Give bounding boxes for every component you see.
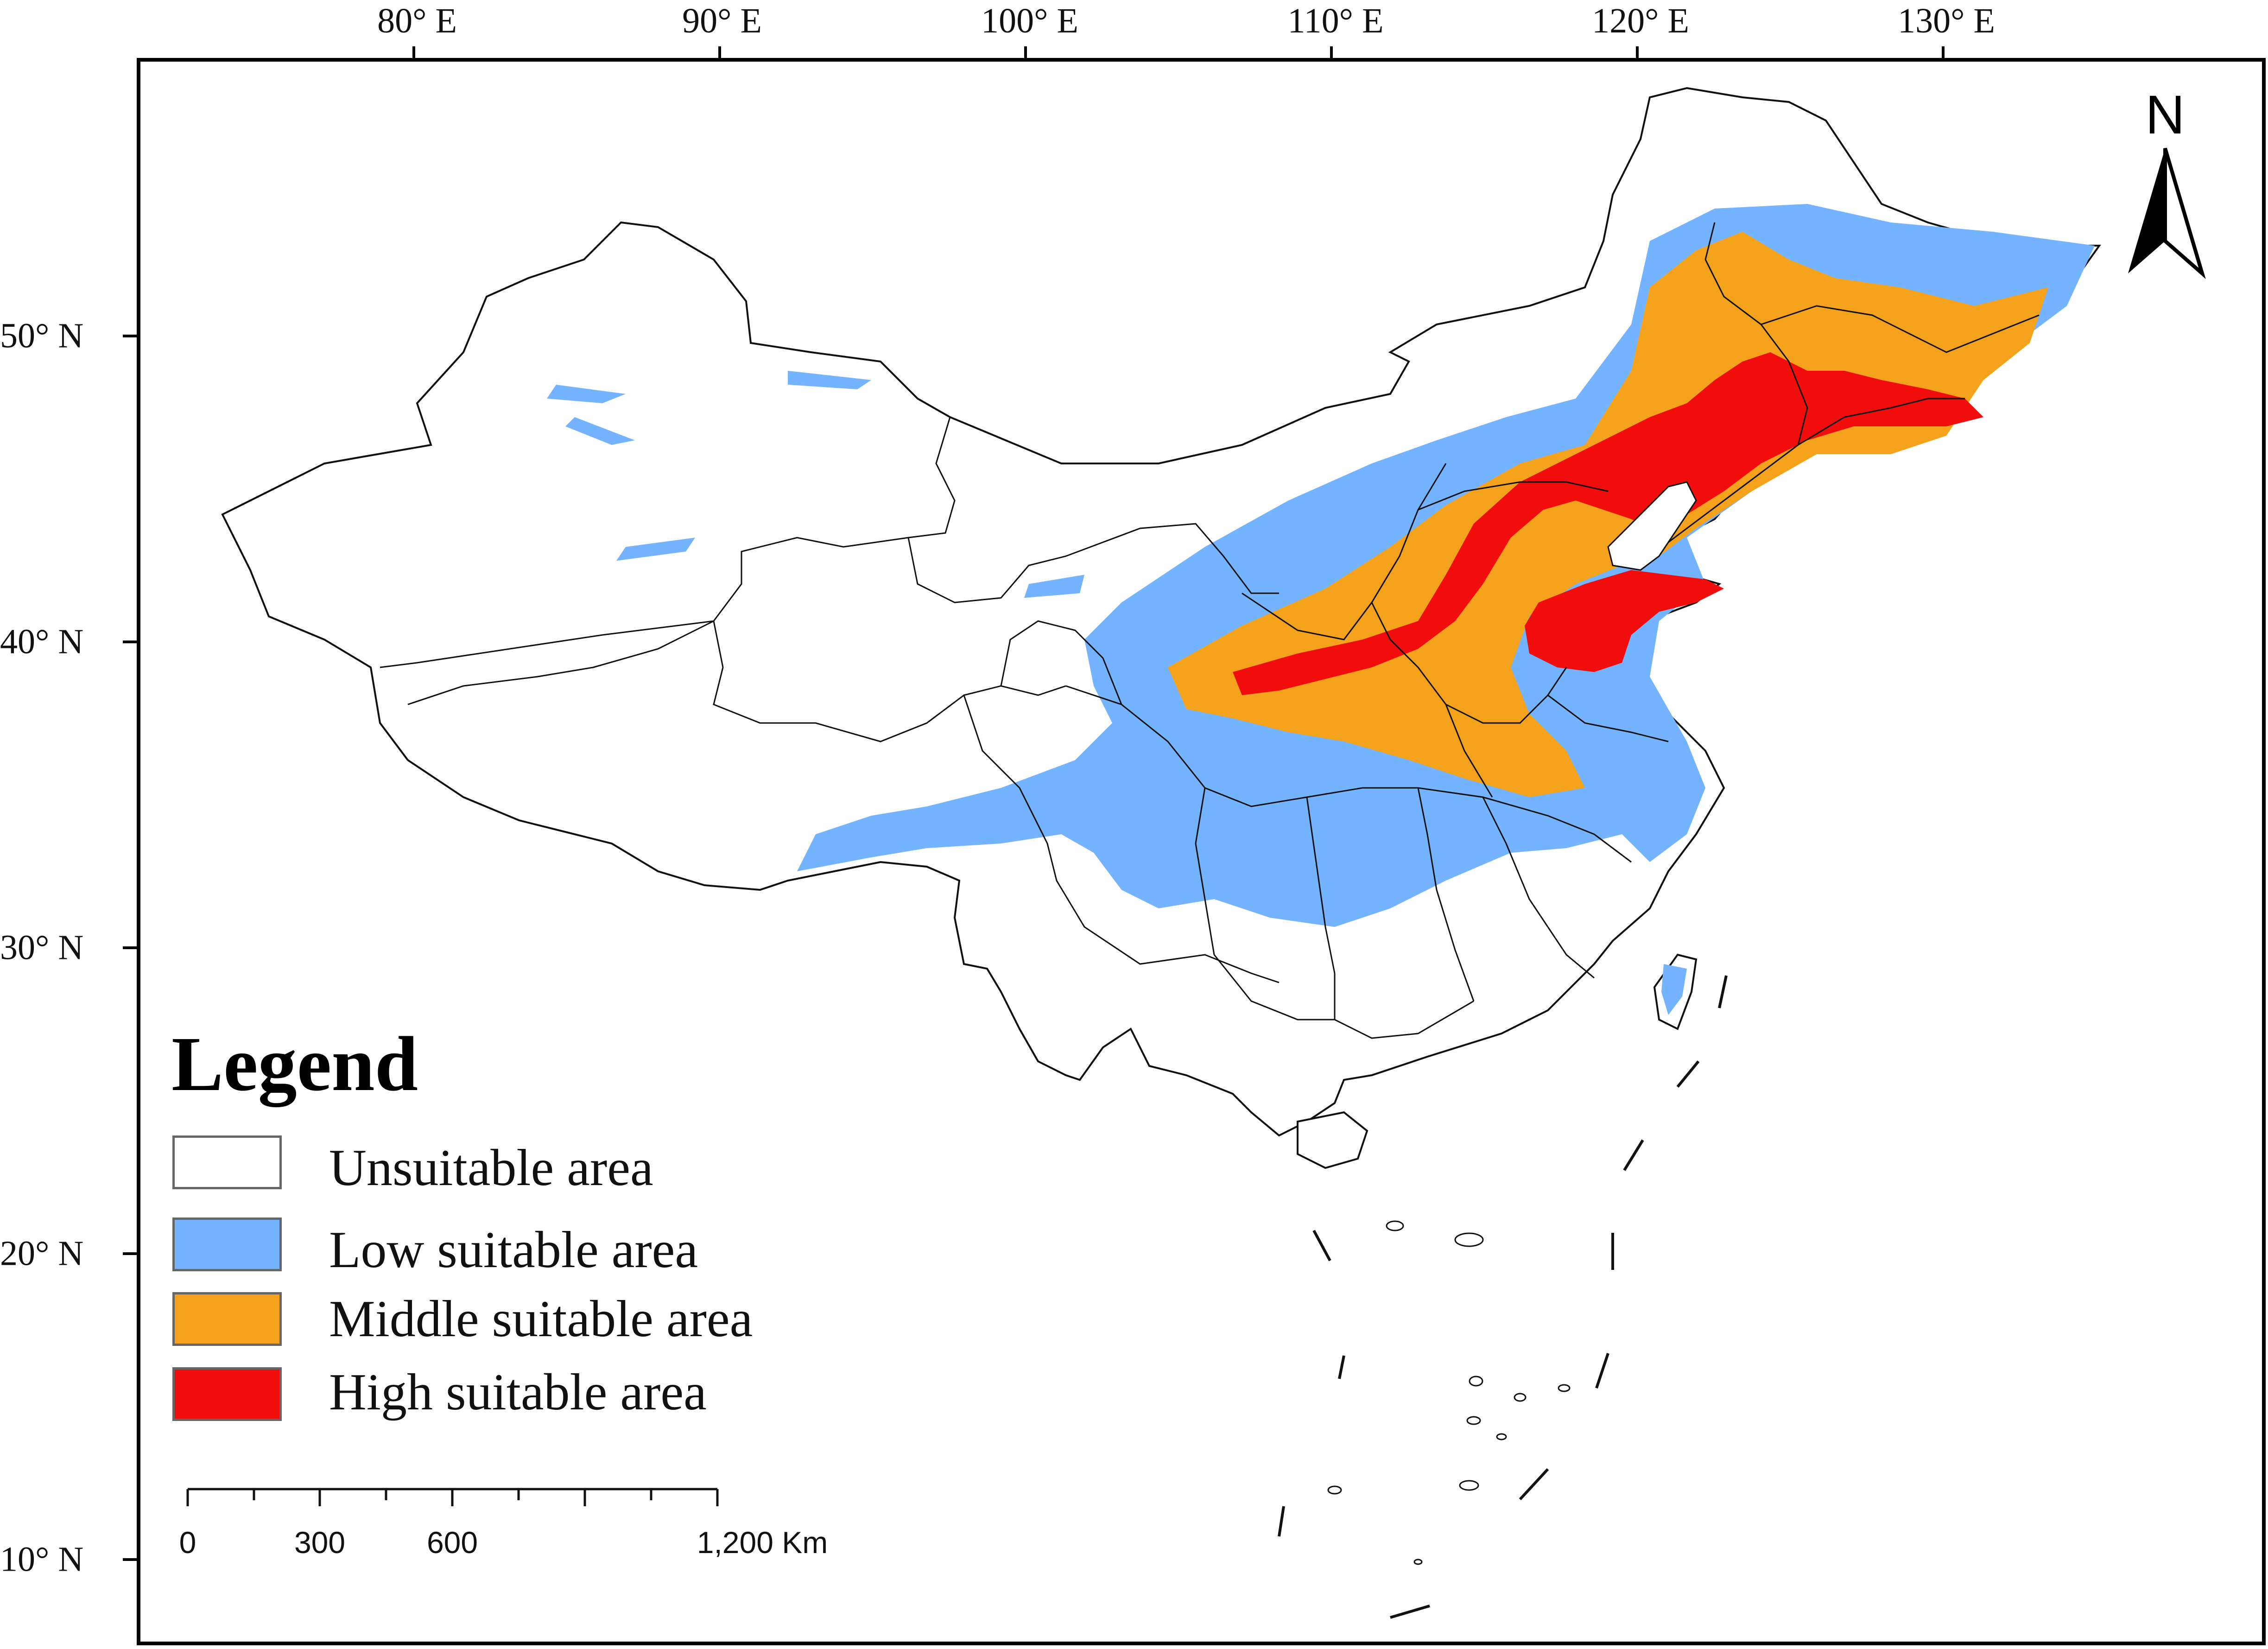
latitude-label-40n: 40° N (0, 622, 84, 661)
latitude-label-20n: 20° N (0, 1234, 84, 1273)
legend-swatch-high (172, 1367, 282, 1421)
longitude-label-120e: 120° E (1592, 1, 1689, 40)
legend-title: Legend (171, 1021, 418, 1107)
longitude-label-80e: 80° E (377, 1, 457, 40)
scale-bar (186, 1488, 719, 1506)
legend-swatch-unsuitable (172, 1135, 282, 1189)
longitude-label-90e: 90° E (682, 1, 762, 40)
scale-label-1200: 1,200 Km (697, 1525, 828, 1560)
province-boundaries (380, 222, 2040, 1039)
legend-swatch-low (172, 1218, 282, 1271)
latitude-label-30n: 30° N (0, 928, 84, 967)
scale-label-0: 0 (179, 1525, 196, 1560)
latitude-label-50n: 50° N (0, 316, 84, 355)
scale-label-300: 300 (294, 1525, 346, 1560)
north-arrow-label: N (2145, 84, 2185, 146)
south-china-sea-boundary (1278, 975, 1728, 1619)
longitude-label-100e: 100° E (981, 1, 1078, 40)
legend-label-unsuitable: Unsuitable area (329, 1139, 653, 1197)
south-china-sea-islands (1327, 1220, 1571, 1565)
latitude-label-10n: 10° N (0, 1540, 84, 1579)
bohai-sea (1607, 481, 1697, 571)
legend-label-low: Low suitable area (329, 1221, 698, 1279)
graticule-ticks (123, 46, 1945, 1561)
legend-label-middle: Middle suitable area (329, 1290, 753, 1348)
legend-label-high: High suitable area (329, 1364, 707, 1421)
north-arrow-icon (2128, 147, 2206, 279)
longitude-label-130e: 130° E (1898, 1, 1995, 40)
map-frame (137, 58, 2266, 1645)
hainan-island (1297, 1111, 1368, 1169)
scale-label-600: 600 (426, 1525, 478, 1560)
legend-swatch-middle (172, 1292, 282, 1346)
longitude-label-110e: 110° E (1287, 1, 1384, 40)
